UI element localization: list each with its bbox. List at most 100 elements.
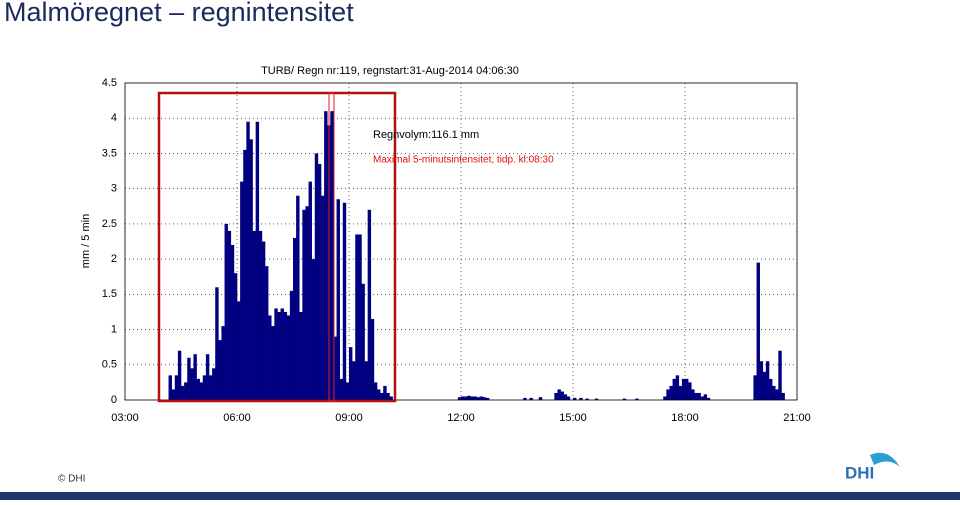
bar bbox=[237, 301, 241, 400]
x-tick-label: 21:00 bbox=[783, 412, 811, 424]
bar bbox=[697, 392, 701, 400]
y-tick-label: 2.5 bbox=[102, 218, 117, 230]
bar bbox=[202, 375, 207, 400]
bar bbox=[373, 382, 378, 400]
y-tick-label: 4.5 bbox=[102, 77, 117, 89]
bar bbox=[579, 397, 583, 400]
footer: © DHI bbox=[58, 474, 85, 485]
bar bbox=[233, 273, 238, 400]
bar bbox=[688, 382, 692, 400]
bar bbox=[349, 347, 353, 400]
bar bbox=[672, 378, 676, 400]
bar bbox=[538, 397, 543, 400]
bar bbox=[377, 389, 381, 400]
bar bbox=[563, 394, 568, 400]
x-tick-label: 15:00 bbox=[559, 412, 587, 424]
bar bbox=[470, 396, 474, 400]
bar bbox=[479, 396, 484, 400]
chart-title: TURB/ Regn nr:119, regnstart:31-Aug-2014… bbox=[261, 65, 519, 77]
bar bbox=[246, 121, 250, 400]
max-note: Maximal 5-minutsintensitet, tidp. kl:08:… bbox=[373, 155, 554, 166]
bar bbox=[756, 262, 760, 400]
bar bbox=[168, 375, 172, 400]
y-tick-label: 2 bbox=[111, 253, 117, 265]
bar bbox=[700, 396, 704, 400]
bar bbox=[277, 311, 281, 400]
bar bbox=[663, 396, 667, 400]
bar bbox=[529, 397, 533, 400]
bar bbox=[317, 164, 322, 400]
bar bbox=[199, 382, 204, 400]
bar bbox=[271, 326, 275, 400]
bar bbox=[361, 283, 365, 400]
bar bbox=[209, 375, 213, 400]
bar bbox=[296, 195, 300, 400]
bar bbox=[457, 397, 462, 400]
volume-note: Regnvolym:116.1 mm bbox=[373, 129, 479, 141]
bar bbox=[321, 195, 325, 400]
bar bbox=[669, 385, 673, 400]
bar bbox=[324, 111, 328, 400]
bar bbox=[675, 375, 680, 400]
bar bbox=[389, 396, 393, 400]
bar bbox=[765, 361, 770, 400]
max-highlight bbox=[328, 92, 335, 402]
bar bbox=[678, 385, 683, 400]
bar bbox=[299, 311, 303, 400]
bar bbox=[585, 398, 589, 400]
bar bbox=[706, 397, 711, 400]
bar bbox=[215, 287, 219, 400]
y-axis-label: mm / 5 min bbox=[80, 214, 92, 268]
bar bbox=[759, 361, 764, 400]
y-tick-label: 4 bbox=[111, 112, 117, 124]
bar bbox=[681, 378, 686, 400]
bar bbox=[280, 308, 284, 400]
bar bbox=[345, 382, 350, 400]
bar bbox=[184, 382, 188, 400]
logo-wave bbox=[870, 452, 900, 467]
bar bbox=[289, 290, 294, 400]
bar bbox=[753, 375, 757, 400]
bar bbox=[482, 397, 487, 400]
bar bbox=[781, 392, 785, 400]
x-tick-label: 18:00 bbox=[671, 412, 699, 424]
bar bbox=[573, 397, 577, 400]
bar bbox=[181, 385, 185, 400]
bar bbox=[554, 392, 558, 400]
bar bbox=[691, 389, 695, 400]
bar bbox=[293, 237, 297, 400]
bar bbox=[258, 230, 263, 400]
plot-area: 0 0.5 1 1.5 2 2.5 3 3.5 4 4.5 03:00 06:00 09:00 12:00… bbox=[102, 77, 811, 424]
bar bbox=[243, 149, 247, 400]
bar bbox=[224, 223, 228, 400]
logo: DHI bbox=[845, 463, 874, 482]
bar bbox=[560, 391, 564, 400]
bar bbox=[333, 336, 337, 400]
bar bbox=[240, 181, 244, 400]
bar bbox=[772, 385, 776, 400]
bar bbox=[212, 368, 216, 400]
bar bbox=[370, 318, 375, 400]
x-tick-label: 09:00 bbox=[335, 412, 363, 424]
bar bbox=[196, 378, 200, 400]
bar bbox=[352, 361, 356, 400]
y-tick-label: 0 bbox=[111, 394, 117, 406]
bar bbox=[252, 230, 256, 400]
bar bbox=[355, 234, 359, 400]
bar bbox=[187, 357, 191, 400]
bar bbox=[594, 398, 599, 400]
bar bbox=[622, 398, 627, 400]
bar bbox=[336, 199, 340, 400]
bar bbox=[218, 340, 222, 400]
bar bbox=[769, 378, 773, 400]
bar bbox=[171, 389, 176, 400]
bar bbox=[358, 234, 362, 400]
bar bbox=[205, 354, 210, 400]
bar bbox=[473, 396, 477, 400]
bar bbox=[283, 311, 288, 400]
axes-frame bbox=[124, 82, 798, 401]
bar bbox=[330, 111, 334, 400]
bar bbox=[265, 266, 269, 400]
x-tick-label: 03:00 bbox=[111, 412, 139, 424]
